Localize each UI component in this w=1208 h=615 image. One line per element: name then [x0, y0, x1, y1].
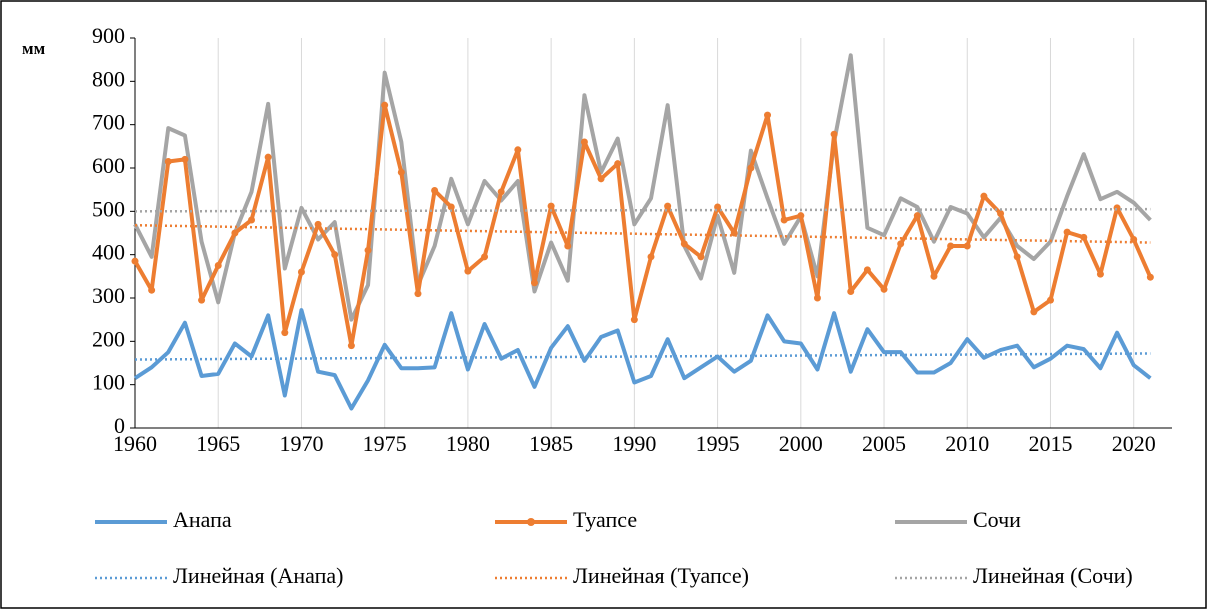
point: [381, 101, 389, 109]
series-line: [133, 103, 1153, 348]
point: [248, 216, 256, 224]
point: [1146, 273, 1154, 281]
y-tick-label: 500: [92, 196, 125, 221]
point: [1096, 270, 1104, 278]
point: [497, 188, 505, 196]
x-tick-label: 2010: [945, 431, 989, 456]
point: [198, 296, 206, 304]
point: [347, 342, 355, 350]
legend-label: Сочи: [973, 507, 1021, 532]
legend-label: Линейная (Туапсе): [573, 563, 749, 588]
series-line: [133, 53, 1152, 322]
x-tick-label: 1990: [612, 431, 656, 456]
trend-line: [134, 352, 1151, 361]
x-tick-label: 1980: [446, 431, 490, 456]
y-tick-label: 600: [92, 153, 125, 178]
x-tick-label: 1970: [279, 431, 323, 456]
legend-label: Туапсе: [573, 507, 637, 532]
point: [431, 187, 439, 195]
point: [414, 290, 422, 298]
point: [131, 257, 139, 265]
trend-line: [134, 207, 1151, 213]
point: [747, 164, 755, 172]
point: [830, 130, 838, 138]
point: [847, 288, 855, 295]
x-tick-label: 1975: [363, 431, 407, 456]
point: [614, 160, 622, 168]
point: [1063, 228, 1071, 236]
point: [897, 240, 905, 248]
y-tick-label: 900: [92, 23, 125, 48]
point: [264, 153, 272, 161]
legend-marker: [527, 518, 535, 526]
point: [547, 202, 555, 210]
legend-label: Анапа: [173, 507, 232, 532]
point: [880, 285, 888, 293]
x-tick-label: 1960: [113, 431, 157, 456]
point: [181, 155, 189, 163]
point: [164, 158, 172, 165]
point: [680, 240, 688, 248]
point: [963, 242, 971, 250]
point: [580, 138, 588, 146]
y-tick-label: 700: [92, 110, 125, 135]
point: [314, 220, 322, 228]
point: [464, 267, 472, 275]
x-tick-label: 1995: [696, 431, 740, 456]
point: [947, 242, 955, 250]
point: [813, 294, 821, 302]
point: [797, 212, 805, 220]
point: [530, 279, 538, 287]
y-tick-label: 100: [92, 370, 125, 395]
y-tick-label: 300: [92, 283, 125, 308]
point: [1113, 204, 1121, 212]
point: [148, 286, 156, 294]
x-tick-label: 2020: [1112, 431, 1156, 456]
point: [1046, 296, 1054, 304]
point: [780, 216, 788, 224]
point: [597, 175, 605, 183]
point: [714, 203, 722, 211]
y-tick-label: 400: [92, 240, 125, 265]
y-tick-label: 200: [92, 326, 125, 351]
point: [647, 253, 655, 261]
trend-line: [134, 223, 1151, 244]
point: [331, 251, 339, 259]
point: [1013, 253, 1021, 261]
x-tick-label: 2005: [862, 431, 906, 456]
point: [1080, 233, 1088, 241]
point: [980, 192, 988, 200]
point: [214, 262, 222, 269]
point: [764, 111, 772, 119]
point: [281, 329, 289, 337]
point: [997, 210, 1005, 217]
point: [397, 168, 405, 176]
x-tick-label: 1985: [529, 431, 573, 456]
point: [630, 316, 638, 324]
y-tick-label: 0: [114, 413, 125, 438]
point: [481, 253, 489, 261]
point: [913, 212, 921, 220]
point: [447, 203, 455, 211]
point: [863, 266, 871, 274]
legend-label: Линейная (Сочи): [973, 563, 1133, 588]
x-tick-label: 1965: [196, 431, 240, 456]
y-tick-label: 800: [92, 66, 125, 91]
y-axis-label: мм: [22, 39, 46, 58]
point: [1030, 308, 1038, 316]
point: [514, 146, 522, 154]
point: [231, 229, 239, 237]
point: [297, 268, 305, 276]
x-tick-label: 2000: [779, 431, 823, 456]
point: [564, 242, 572, 250]
point: [364, 246, 372, 254]
point: [697, 253, 705, 261]
point: [930, 272, 938, 280]
legend-label: Линейная (Анапа): [173, 563, 344, 588]
point: [664, 202, 672, 210]
x-tick-label: 2015: [1028, 431, 1072, 456]
